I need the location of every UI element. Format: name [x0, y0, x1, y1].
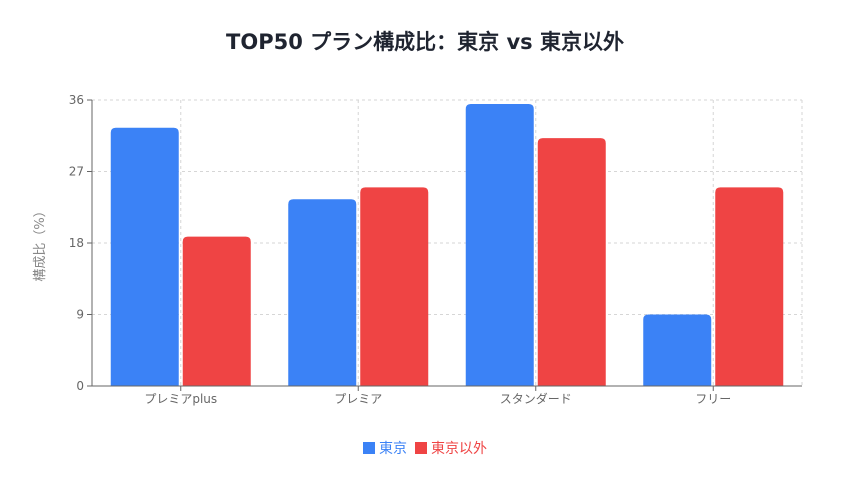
- bar-tokyo: [110, 127, 179, 387]
- legend-swatch: [363, 442, 375, 454]
- legend-swatch: [415, 442, 427, 454]
- legend-label[interactable]: 東京: [379, 441, 407, 457]
- bars: [110, 103, 784, 387]
- chart-title: TOP50 プラン構成比：東京 vs 東京以外: [226, 30, 624, 54]
- x-tick-labels: プレミアplus プレミア スタンダード フリー: [144, 391, 731, 406]
- y-tick-label: 36: [69, 93, 84, 107]
- y-tick-label: 18: [69, 236, 84, 250]
- y-tick-label: 9: [76, 308, 84, 322]
- grid-lines: [92, 99, 803, 386]
- y-tick-label: 27: [69, 165, 84, 179]
- bar-non-tokyo: [360, 187, 429, 386]
- legend: 東京 東京以外: [363, 441, 487, 457]
- bar-tokyo: [643, 314, 712, 386]
- y-tick-labels: 0 9 18 27 36: [69, 93, 84, 393]
- bar-non-tokyo: [537, 138, 606, 386]
- x-tick-label: スタンダード: [500, 391, 572, 406]
- bar-non-tokyo: [715, 187, 784, 386]
- y-axis-label: 構成比（%）: [33, 204, 48, 281]
- bar-tokyo: [288, 199, 357, 386]
- x-tick-label: プレミア: [334, 392, 382, 406]
- legend-label[interactable]: 東京以外: [431, 441, 487, 457]
- x-tick-label: フリー: [695, 392, 731, 406]
- axes: [87, 99, 802, 391]
- x-tick-label: プレミアplus: [144, 392, 217, 406]
- bar-tokyo: [465, 103, 534, 386]
- bar-non-tokyo: [182, 236, 251, 386]
- y-tick-label: 0: [76, 379, 84, 393]
